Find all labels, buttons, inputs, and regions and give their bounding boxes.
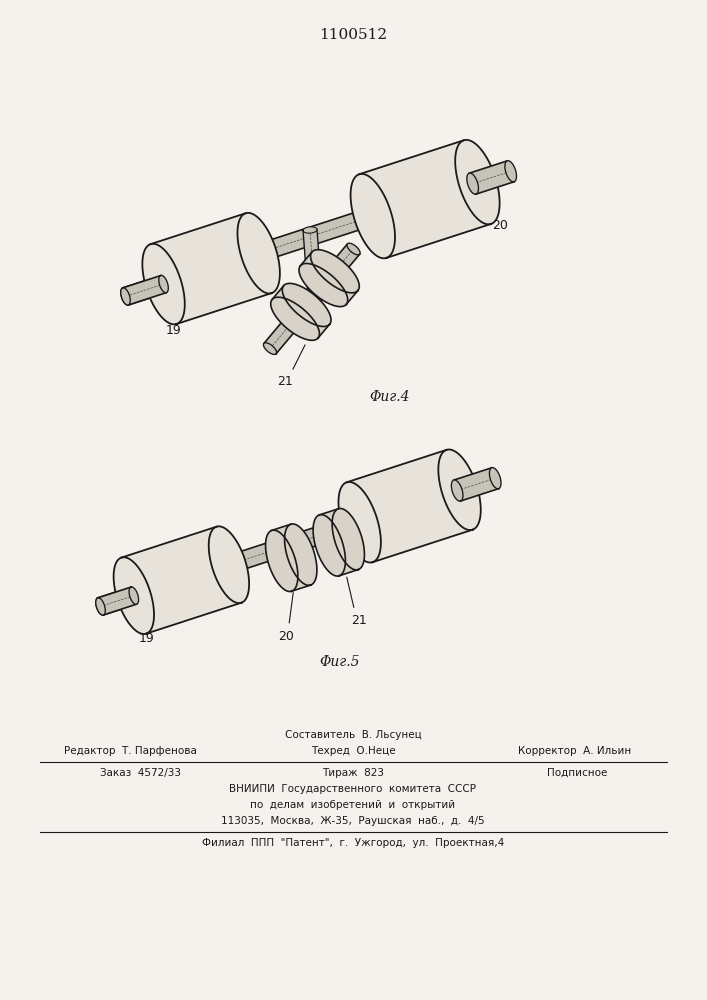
Polygon shape bbox=[98, 470, 498, 615]
Polygon shape bbox=[310, 250, 359, 293]
Polygon shape bbox=[121, 288, 130, 305]
Polygon shape bbox=[238, 213, 280, 293]
Polygon shape bbox=[209, 526, 249, 603]
Polygon shape bbox=[491, 470, 500, 487]
Polygon shape bbox=[339, 482, 381, 563]
Text: Φиг.5: Φиг.5 bbox=[320, 655, 361, 669]
Polygon shape bbox=[142, 244, 185, 324]
Polygon shape bbox=[122, 527, 241, 634]
Polygon shape bbox=[359, 140, 491, 258]
Polygon shape bbox=[285, 524, 317, 585]
Polygon shape bbox=[98, 587, 136, 615]
Polygon shape bbox=[264, 244, 360, 354]
Polygon shape bbox=[129, 587, 139, 604]
Text: 19: 19 bbox=[165, 324, 181, 337]
Text: 1100512: 1100512 bbox=[319, 28, 387, 42]
Polygon shape bbox=[121, 288, 130, 305]
Polygon shape bbox=[95, 598, 105, 615]
Polygon shape bbox=[114, 557, 154, 634]
Polygon shape bbox=[123, 276, 166, 305]
Text: Тираж  823: Тираж 823 bbox=[322, 768, 384, 778]
Text: Составитель  В. Льсунец: Составитель В. Льсунец bbox=[285, 730, 421, 740]
Polygon shape bbox=[282, 283, 331, 327]
Text: 21: 21 bbox=[351, 614, 367, 627]
Polygon shape bbox=[151, 213, 271, 324]
Polygon shape bbox=[506, 163, 515, 180]
Polygon shape bbox=[438, 449, 481, 530]
Polygon shape bbox=[505, 161, 517, 182]
Polygon shape bbox=[271, 297, 320, 340]
Text: Редактор  Т. Парфенова: Редактор Т. Парфенова bbox=[64, 746, 197, 756]
Polygon shape bbox=[159, 275, 168, 293]
Polygon shape bbox=[469, 161, 514, 194]
Text: 113035,  Москва,  Ж-35,  Раушская  наб.,  д.  4/5: 113035, Москва, Ж-35, Раушская наб., д. … bbox=[221, 816, 485, 826]
Polygon shape bbox=[347, 243, 360, 255]
Polygon shape bbox=[454, 468, 498, 501]
Polygon shape bbox=[320, 509, 358, 576]
Text: 21: 21 bbox=[277, 375, 293, 388]
Polygon shape bbox=[451, 480, 463, 501]
Polygon shape bbox=[455, 140, 500, 224]
Text: Корректор  А. Ильин: Корректор А. Ильин bbox=[518, 746, 631, 756]
Polygon shape bbox=[300, 252, 358, 304]
Text: Φиг.4: Φиг.4 bbox=[370, 390, 410, 404]
Polygon shape bbox=[299, 263, 348, 307]
Polygon shape bbox=[489, 468, 501, 489]
Polygon shape bbox=[271, 524, 310, 591]
Polygon shape bbox=[266, 530, 298, 592]
Text: Заказ  4572/33: Заказ 4572/33 bbox=[100, 768, 181, 778]
Polygon shape bbox=[264, 343, 276, 354]
Text: 20: 20 bbox=[492, 219, 508, 232]
Text: Филиал  ППП  "Патент",  г.  Ужгород,  ул.  Проектная,4: Филиал ППП "Патент", г. Ужгород, ул. Про… bbox=[202, 838, 504, 848]
Text: 20: 20 bbox=[279, 630, 294, 643]
Polygon shape bbox=[351, 174, 395, 258]
Polygon shape bbox=[95, 598, 105, 615]
Text: Техред  О.Неце: Техред О.Неце bbox=[310, 746, 395, 756]
Polygon shape bbox=[272, 286, 329, 338]
Polygon shape bbox=[346, 450, 472, 562]
Text: 19: 19 bbox=[139, 632, 154, 645]
Polygon shape bbox=[123, 163, 513, 305]
Polygon shape bbox=[308, 292, 322, 298]
Polygon shape bbox=[303, 229, 322, 296]
Polygon shape bbox=[303, 227, 317, 233]
Text: по  делам  изобретений  и  открытий: по делам изобретений и открытий bbox=[250, 800, 455, 810]
Polygon shape bbox=[467, 173, 479, 194]
Text: Подписное: Подписное bbox=[547, 768, 607, 778]
Text: ВНИИПИ  Государственного  комитета  СССР: ВНИИПИ Государственного комитета СССР bbox=[230, 784, 477, 794]
Polygon shape bbox=[313, 515, 346, 576]
Polygon shape bbox=[332, 508, 364, 570]
